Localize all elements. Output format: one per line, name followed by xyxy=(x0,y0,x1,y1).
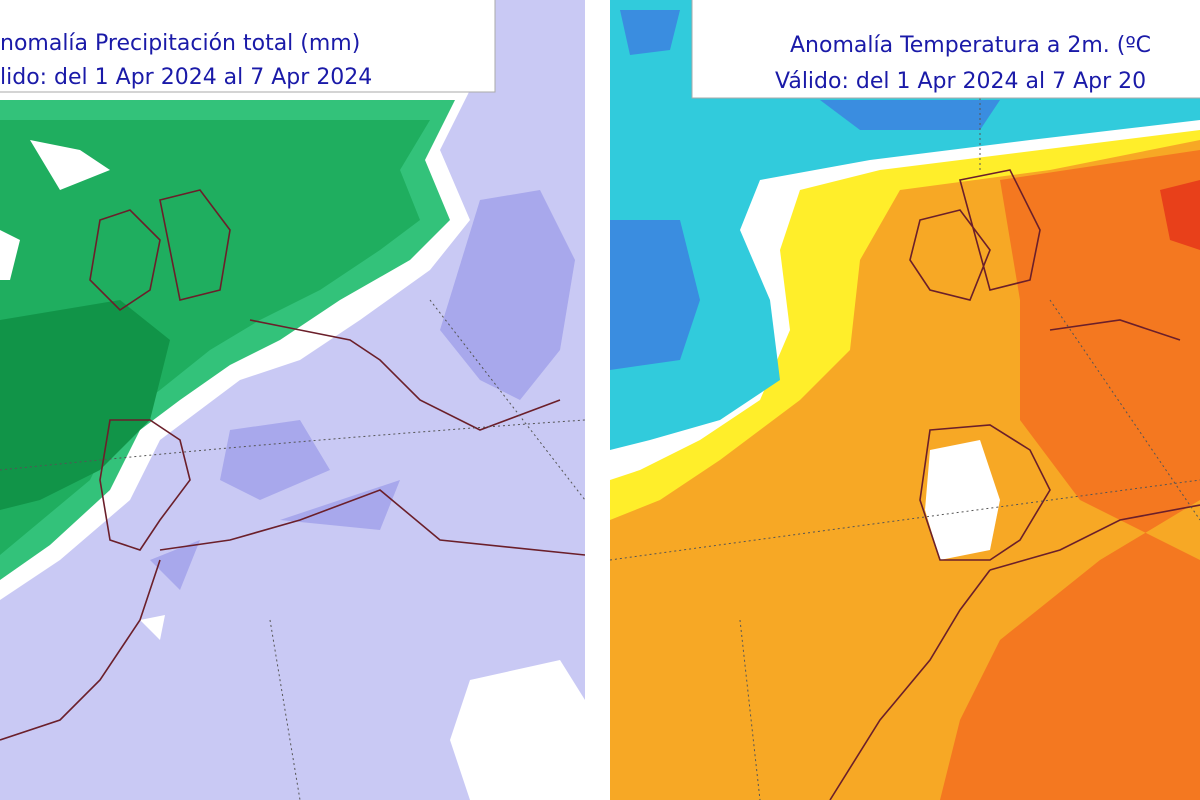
precipitation-map xyxy=(0,0,585,800)
title-box xyxy=(0,0,496,93)
map-subtitle: Válido: del 1 Apr 2024 al 7 Apr 20 xyxy=(775,69,1146,94)
title-box xyxy=(691,0,1200,99)
map-subtitle: lido: del 1 Apr 2024 al 7 Apr 2024 xyxy=(0,65,372,90)
map-title: Anomalía Temperatura a 2m. (ºC xyxy=(790,33,1151,58)
temperature-map xyxy=(610,0,1200,800)
map-title: nomalía Precipitación total (mm) xyxy=(0,31,360,56)
